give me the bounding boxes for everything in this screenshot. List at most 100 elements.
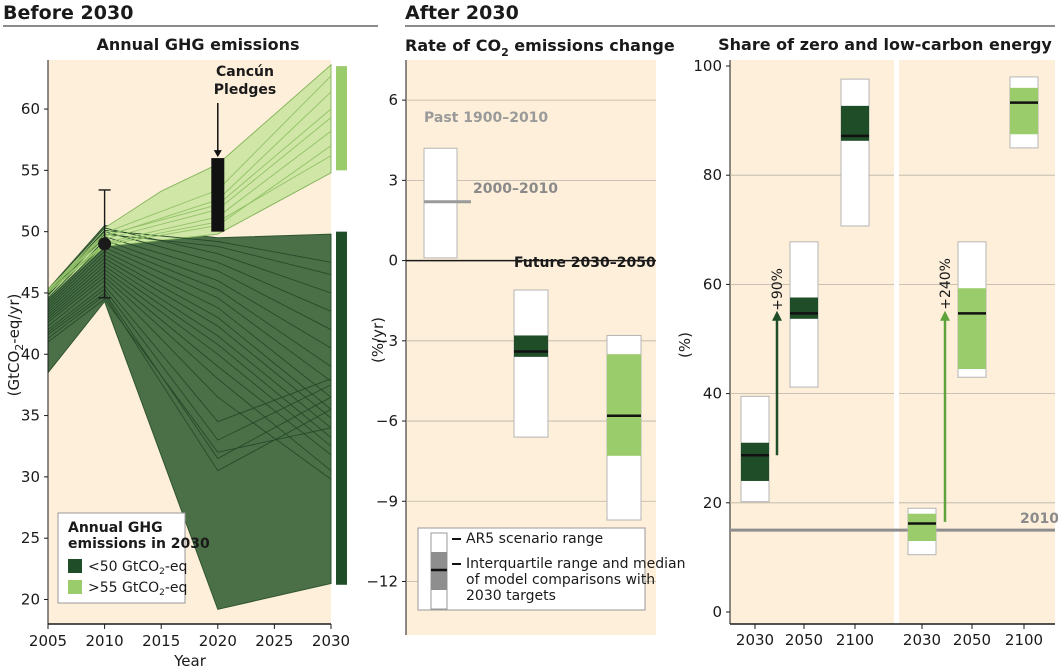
y-tick-label: 45 [21,284,40,302]
scenario-line-low [47,276,332,472]
scenario-line-high [47,75,332,290]
y-tick-label: 25 [21,529,40,547]
y-tick-label: 0 [388,252,398,270]
y-tick-label: 40 [703,385,722,403]
legend-title-line1: Annual GHG [68,520,163,536]
y-tick-label: −9 [376,492,398,510]
increase-arrow-head [772,310,782,321]
iqr-box-2030 [741,442,769,481]
pledges-label-line2: Pledges [214,82,276,98]
scenario-line-low [47,298,332,453]
cancun-pledges-bar [211,158,225,232]
heading-after-2030: After 2030 [405,2,519,24]
scenario-line-high [47,155,332,294]
scenario-line-low [47,250,332,398]
iqr-box-2050 [790,297,818,319]
legend-swatch-dark-green [68,559,82,573]
point-2010 [98,237,112,251]
x-tick-label: 2005 [29,632,67,650]
iqr-box-2050 [958,288,986,370]
x-tick-label: 2030 [903,631,941,649]
y-tick-label: 20 [703,494,722,512]
scenario-line-high [47,91,332,291]
y-tick-label: 35 [21,407,40,425]
panel2-legend-box [417,527,646,611]
panel3-title: Share of zero and low-carbon energy [718,35,1052,54]
panel2-legend: AR5 scenario range Interquartile range a… [417,527,685,611]
panel1-x-axis-label: Year [173,652,207,670]
panel1-title: Annual GHG emissions [96,35,299,54]
scenario-line-high [47,117,332,291]
scenario-line-low [47,280,332,480]
x-tick-label: 2030 [312,632,350,650]
y-tick-label: 100 [693,57,722,75]
x-tick-label: 2025 [255,632,293,650]
increase-arrow-head [940,310,950,321]
x-tick-label: 2100 [1005,631,1043,649]
panel1-legend: Annual GHG emissions in 2030 <50 GtCO2-e… [57,512,210,604]
y-tick-label: −6 [376,412,398,430]
scenario-line-low [47,261,332,429]
future-iqr-box-high [607,354,641,456]
y-tick-label: 55 [21,161,40,179]
range-bar-2030-low [336,231,347,585]
legend-ar5-range: AR5 scenario range [466,531,603,547]
scenario-line-low [47,254,332,410]
past-median-label: 2000–2010 [473,181,558,197]
panel-annual-ghg-emissions: Annual GHG emissions 2005 2010 2015 2020 202… [5,35,350,670]
future-label: Future 2030–2050 [514,255,656,271]
legend-entry-low: <50 GtCO2-eq [88,559,187,577]
reference-label-2010: 2010 [1020,511,1058,527]
scenario-line-low [47,284,332,423]
legend-title-line2: emissions in 2030 [68,536,210,552]
iqr-box-2100 [1010,87,1038,135]
increase-label: +90% [770,268,786,311]
legend-entry-high: >55 GtCO2-eq [88,580,187,598]
panel2-y-axis-label: (%/yr) [369,317,387,363]
scenario-line-high [47,145,332,294]
x-tick-label: 2015 [142,632,180,650]
future-range-box-low [513,289,549,438]
past-label: Past 1900–2010 [424,110,548,126]
range-box-2100 [840,78,870,227]
heading-before-2030: Before 2030 [3,2,133,24]
scenario-line-low [47,258,332,419]
iqr-box-2030 [908,513,936,542]
scenario-line-low [47,272,332,456]
panel1-y-axis-label: (GtCO2-eq/yr) [5,294,26,397]
legend-iqr-line2: of model comparisons with [466,572,655,588]
scenario-line-low [47,247,332,382]
scenario-line-low [47,288,332,441]
y-tick-label: 40 [21,345,40,363]
legend-iqr-line3: 2030 targets [466,588,556,604]
panel-share-low-carbon-energy: Share of zero and low-carbon energy 0 20 4… [676,35,1058,649]
y-tick-label: 3 [388,171,398,189]
x-tick-label: 2010 [86,632,124,650]
panel2-title: Rate of CO2 emissions change [405,36,675,59]
panel3-y-axis-label: (%) [676,332,694,358]
y-tick-label: 6 [388,91,398,109]
x-tick-label: 2050 [953,631,991,649]
scenario-line-high [47,108,332,290]
y-tick-label: −3 [376,332,398,350]
scenario-line-low [47,236,332,331]
scenario-line-low [47,227,332,294]
future-iqr-box-low [514,335,548,357]
legend-swatch-light-green [68,580,82,594]
scenario-line-low [47,265,332,438]
panel-rate-of-co2-change: Rate of CO2 emissions change 6 3 0 −3 −6 −9 −1… [366,36,685,635]
y-tick-label: 60 [21,100,40,118]
y-tick-label: 50 [21,223,40,241]
increase-label: +240% [938,258,954,310]
pledges-arrow-head [213,150,222,158]
y-tick-label: 30 [21,468,40,486]
y-tick-label: 60 [703,275,722,293]
pledges-label-line1: Cancún [216,64,274,80]
scenario-line-low [47,243,332,367]
x-tick-label: 2050 [785,631,823,649]
legend-iqr-line1: Interquartile range and median [466,556,685,572]
x-tick-label: 2020 [199,632,237,650]
y-tick-label: 80 [703,166,722,184]
scenario-line-high [47,130,332,293]
